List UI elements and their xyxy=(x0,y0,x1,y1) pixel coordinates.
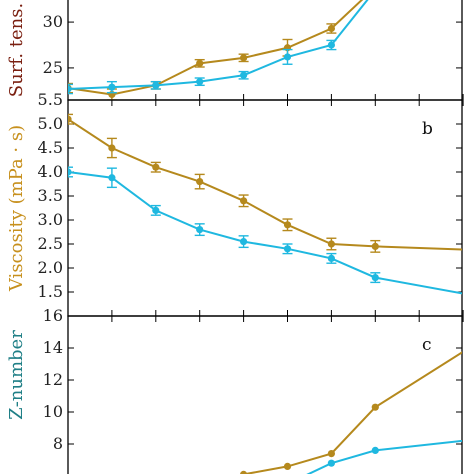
data-point xyxy=(68,115,72,123)
data-point xyxy=(327,450,335,458)
y-tick-label: 1.5 xyxy=(38,282,63,301)
y-tick-label: 30 xyxy=(43,12,63,31)
y-tick-label: 5.5 xyxy=(38,90,63,109)
data-point xyxy=(283,221,292,229)
data-point xyxy=(240,238,248,246)
data-point xyxy=(240,470,248,474)
data-point xyxy=(240,54,248,62)
y-axis-title: Z-number xyxy=(6,330,27,420)
data-point xyxy=(240,197,248,205)
y-tick-label: 3.0 xyxy=(38,210,63,229)
data-point xyxy=(371,274,379,282)
data-point xyxy=(283,245,292,253)
y-axis-title: Surf. tens. xyxy=(6,3,27,97)
data-point xyxy=(327,41,335,49)
y-tick-label: 10 xyxy=(43,402,63,421)
y-tick-label: 25 xyxy=(43,58,63,77)
series-line xyxy=(68,171,462,295)
data-point xyxy=(371,446,379,454)
y-tick-label: 3.5 xyxy=(38,186,63,205)
data-point xyxy=(371,242,379,250)
y-tick-label: 14 xyxy=(43,338,63,357)
data-point xyxy=(68,168,72,176)
data-point xyxy=(240,71,248,79)
data-point xyxy=(108,144,116,152)
series-line xyxy=(68,0,364,96)
data-point xyxy=(152,81,160,89)
panel-c: 8 10 12 14 16 Z-number c xyxy=(6,306,464,474)
series-line xyxy=(68,0,369,90)
plot-frame xyxy=(67,0,463,101)
data-point xyxy=(108,174,116,182)
panel-label: b xyxy=(422,119,433,139)
y-tick-label: 8 xyxy=(53,434,63,453)
plot-frame xyxy=(67,315,463,474)
data-point xyxy=(283,53,292,61)
y-tick-label: 4.5 xyxy=(38,138,63,157)
data-point xyxy=(327,254,335,262)
panel-a: 25 30 Surf. tens. xyxy=(6,0,464,101)
data-point xyxy=(108,83,116,91)
data-point xyxy=(196,78,204,86)
y-tick-label: 4.0 xyxy=(38,162,63,181)
data-point xyxy=(196,226,204,234)
data-point xyxy=(196,178,204,186)
y-tick-label: 5.0 xyxy=(38,114,63,133)
y-axis-title: Viscosity (mPa · s) xyxy=(6,125,27,292)
panel-label: c xyxy=(422,335,432,355)
series-line xyxy=(68,118,462,251)
data-point xyxy=(68,85,72,93)
data-point xyxy=(196,59,204,67)
panel-b: 1.5 2.0 2.5 3.0 3.5 4.0 4.5 5.0 5.5 Viscosity (mP… xyxy=(6,90,464,317)
data-point xyxy=(327,240,335,248)
data-point xyxy=(327,24,335,33)
series-line xyxy=(241,351,462,474)
y-tick-label: 16 xyxy=(43,306,63,325)
y-tick-label: 2.0 xyxy=(38,258,63,277)
y-tick-label: 12 xyxy=(43,370,63,389)
data-point xyxy=(283,462,292,470)
data-point xyxy=(371,403,379,411)
series-line xyxy=(306,439,462,474)
data-point xyxy=(152,163,160,171)
data-point xyxy=(327,459,335,467)
y-tick-label: 2.5 xyxy=(38,234,63,253)
data-point xyxy=(152,206,160,214)
